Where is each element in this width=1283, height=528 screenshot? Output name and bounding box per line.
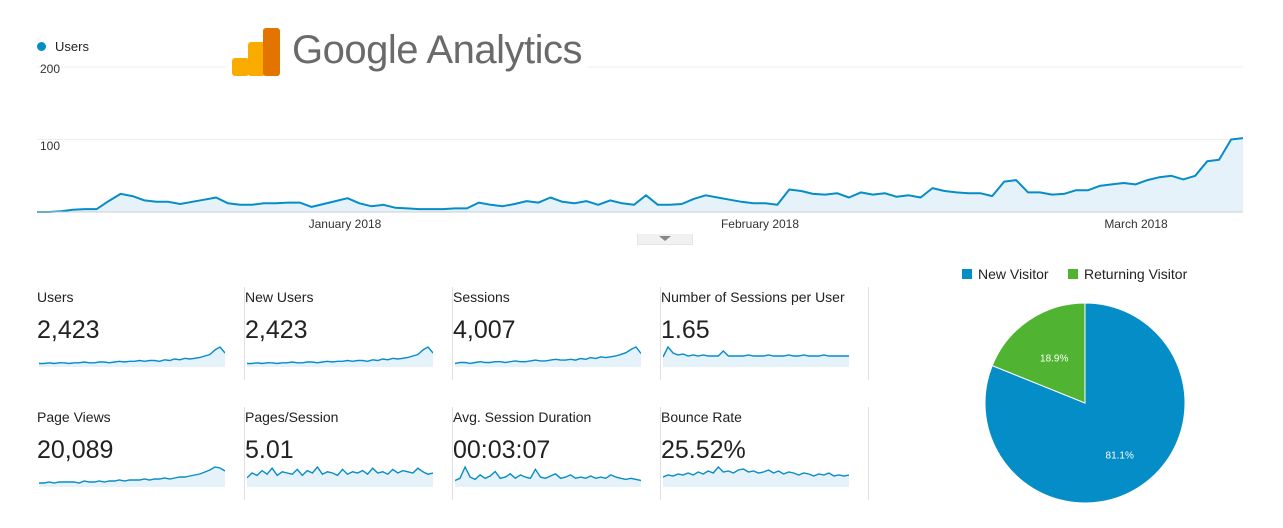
sparkline-line (663, 345, 849, 358)
chart-legend-label: Users (55, 39, 89, 54)
metric-page-views[interactable]: Page Views 20,089 (37, 407, 245, 502)
metric-sparkline (39, 346, 225, 367)
pie-legend-label: New Visitor (978, 266, 1049, 282)
metric-users[interactable]: Users 2,423 (37, 287, 245, 382)
sparkline-area (455, 467, 641, 487)
sparkline-line (247, 346, 433, 365)
pie-label-new-visitor: 81.1% (1106, 450, 1134, 461)
x-tick-march: March 2018 (1104, 217, 1168, 231)
y-tick-100: 100 (40, 139, 61, 153)
sparkline-line (39, 466, 225, 484)
metric-label: New Users (245, 289, 314, 305)
pie-slice-returning-visitor[interactable] (991, 302, 1086, 404)
metric-label: Sessions (453, 289, 510, 305)
metric-sparkline (247, 346, 433, 367)
metric-sparkline (247, 465, 433, 487)
metric-value: 5.01 (245, 436, 294, 464)
sparkline-line (455, 465, 641, 482)
users-line-chart (37, 66, 1244, 213)
sparkline-area (247, 467, 433, 487)
metric-sessions-per-user[interactable]: Number of Sessions per User 1.65 (661, 287, 869, 382)
metric-avg-session-duration[interactable]: Avg. Session Duration 00:03:07 (453, 407, 661, 502)
google-analytics-logo (226, 22, 588, 82)
metric-value: 4,007 (453, 316, 516, 344)
visitor-type-pie-chart: 81.1% 18.9% (984, 302, 1186, 504)
metric-label: Bounce Rate (661, 409, 742, 425)
google-analytics-wordmark: Google Analytics (292, 28, 582, 72)
metric-sparkline (663, 465, 849, 487)
pie-legend-label: Returning Visitor (1084, 266, 1188, 282)
metric-sparkline (39, 466, 225, 487)
metric-bounce-rate[interactable]: Bounce Rate 25.52% (661, 407, 869, 502)
metric-label: Avg. Session Duration (453, 409, 592, 425)
sparkline-line (39, 346, 225, 365)
metric-sessions[interactable]: Sessions 4,007 (453, 287, 661, 382)
users-series-line (37, 137, 1244, 213)
metric-value: 2,423 (245, 316, 308, 344)
y-tick-200: 200 (40, 62, 61, 76)
returning-visitor-swatch-icon (1068, 269, 1078, 279)
metric-label: Page Views (37, 409, 111, 425)
sparkline-area (39, 347, 225, 367)
metric-label: Users (37, 289, 74, 305)
metric-sparkline (663, 345, 849, 367)
sparkline-line (455, 346, 641, 365)
x-tick-january: January 2018 (308, 217, 382, 231)
metric-label: Pages/Session (245, 409, 339, 425)
users-legend-dot-icon (37, 42, 46, 51)
metric-value: 20,089 (37, 436, 114, 464)
analytics-bars-icon (232, 28, 280, 76)
chevron-down-icon (659, 236, 671, 241)
new-visitor-swatch-icon (962, 269, 972, 279)
metric-sparkline (455, 346, 641, 367)
metric-value: 2,423 (37, 316, 100, 344)
metric-label: Number of Sessions per User (661, 289, 845, 305)
sparkline-area (663, 347, 849, 367)
metric-new-users[interactable]: New Users 2,423 (245, 287, 453, 382)
metric-pages-per-session[interactable]: Pages/Session 5.01 (245, 407, 453, 502)
sparkline-area (663, 467, 849, 487)
metric-value: 00:03:07 (453, 436, 551, 464)
sparkline-line (247, 465, 433, 479)
sparkline-line (663, 465, 849, 478)
chart-collapse-toggle[interactable] (637, 234, 693, 245)
users-series-area (37, 138, 1243, 212)
sparkline-area (247, 347, 433, 367)
x-tick-february: February 2018 (720, 217, 800, 231)
pie-label-returning-visitor: 18.9% (1040, 353, 1068, 364)
sparkline-area (39, 467, 225, 487)
metric-sparkline (455, 465, 641, 487)
metric-value: 1.65 (661, 316, 710, 344)
metric-value: 25.52% (661, 436, 746, 464)
